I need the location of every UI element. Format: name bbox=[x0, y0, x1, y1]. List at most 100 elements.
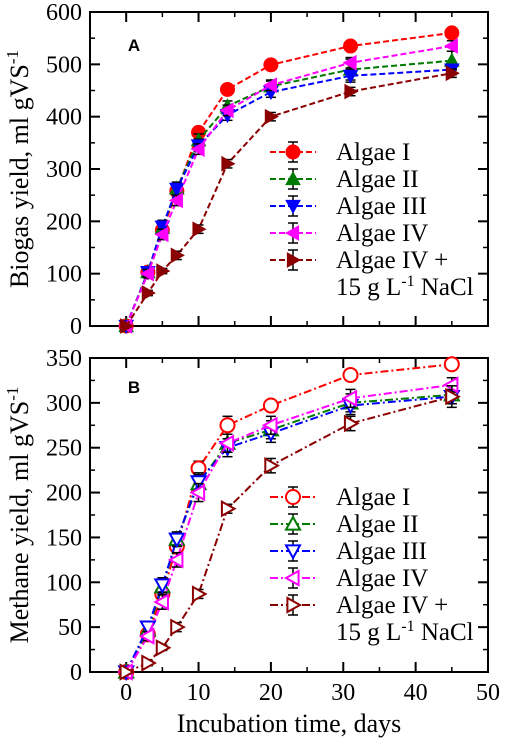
panel-b-y-axis-title-text: Methane yield, ml gVS bbox=[5, 401, 34, 644]
panel-b-data-point bbox=[343, 414, 360, 433]
panel-b-series-line bbox=[125, 395, 453, 673]
panel-a-data-point bbox=[139, 265, 154, 282]
panel-b-y-axis-title-superscript: -1 bbox=[3, 387, 22, 401]
panel-a-data-point bbox=[190, 141, 205, 157]
panel-b-series-line bbox=[125, 363, 452, 673]
panel-b-data-point bbox=[189, 475, 208, 491]
panel-b-data-point bbox=[138, 627, 155, 645]
panel-b-data-point bbox=[191, 585, 208, 603]
panel-b-legend-label: Algae IV bbox=[336, 565, 428, 592]
panel-a-legend-item-5: Algae IV +15 g L-1 NaCl bbox=[270, 247, 474, 301]
panel-a-data-point bbox=[156, 263, 171, 279]
panel-b-legend-item-5: Algae IV +15 g L-1 NaCl bbox=[270, 592, 474, 646]
panel-b-legend-item-2: Algae II bbox=[270, 511, 419, 538]
panel-b-data-point bbox=[445, 387, 461, 406]
panel-b-series-line bbox=[125, 393, 452, 673]
panel-a-legend-marker bbox=[286, 252, 302, 268]
panel-b-series-5 bbox=[119, 385, 461, 681]
panel-a-legend-item-4: Algae IV bbox=[270, 220, 428, 247]
panel-b-legend-marker bbox=[283, 569, 300, 587]
panel-a-data-point bbox=[344, 83, 359, 100]
panel-a-data-point bbox=[263, 57, 279, 73]
panel-a-legend-label-line2-text: 15 g L bbox=[336, 274, 401, 301]
panel-b-legend-label: Algae IV + bbox=[336, 592, 448, 619]
panel-a-legend-item-3: Algae III bbox=[270, 193, 427, 220]
panel-a-legend-label-line2-superscript: -1 bbox=[401, 273, 414, 290]
panel-a-data-point bbox=[342, 69, 359, 84]
panel-b-data-point bbox=[119, 663, 136, 681]
panel-b-legend-label-line2-superscript: -1 bbox=[401, 618, 414, 635]
panel-b-data-point bbox=[341, 389, 358, 408]
panel-a-data-point bbox=[120, 318, 135, 334]
panel-b-y-axis-title: Methane yield, ml gVS-1 bbox=[3, 387, 34, 644]
panel-b-legend-label-line2: 15 g L-1 NaCl bbox=[336, 618, 474, 646]
panel-a-data-point bbox=[219, 102, 234, 119]
panel-b-data-point bbox=[219, 417, 236, 434]
panel-a-data-point bbox=[443, 38, 458, 54]
panel-b-data-point bbox=[189, 483, 206, 502]
panel-b-data-point bbox=[220, 500, 237, 518]
panel-a-legend-item-2: Algae II bbox=[270, 166, 419, 193]
panel-b-data-point bbox=[443, 356, 460, 373]
panel-a-data-point bbox=[154, 226, 169, 243]
panel-b: 0 50 100 150 200 250 300 350 0 10 20 30 40 50 Methane … bbox=[3, 346, 500, 738]
panel-b-y-tick-label: 50 bbox=[58, 615, 82, 641]
panel-a-y-axis-title-text: Biogas yield, ml gVS bbox=[5, 64, 34, 288]
panel-b-data-point bbox=[342, 367, 359, 384]
panel-a-y-tick-label: 200 bbox=[46, 209, 82, 235]
panel-b-data-point bbox=[264, 456, 280, 475]
panel-a-y-tick-label: 400 bbox=[46, 105, 82, 131]
panel-a-data-point bbox=[262, 77, 278, 94]
panel-b-legend-label-line2-text: 15 g L bbox=[336, 619, 401, 646]
panel-b-data-point bbox=[153, 593, 169, 611]
panel-a-y-tick-label: 300 bbox=[46, 157, 82, 183]
panel-a-y-tick-label: 100 bbox=[46, 262, 82, 288]
panel-b-data-point bbox=[153, 578, 172, 595]
panel-a-legend-label: Algae III bbox=[336, 193, 427, 220]
panel-b-x-tick-label: 20 bbox=[259, 680, 283, 706]
panel-b-data-point bbox=[218, 434, 235, 452]
panel-a-series-5 bbox=[120, 65, 460, 334]
panel-b-data-point bbox=[262, 397, 279, 414]
panel-b-x-tick-label: 30 bbox=[331, 680, 355, 706]
panel-a-data-point bbox=[342, 54, 357, 71]
panel-b-legend-marker bbox=[284, 544, 302, 561]
panel-b-data-point bbox=[167, 551, 184, 569]
panel-b-x-tick-label: 40 bbox=[404, 680, 428, 706]
panel-a-legend-label: Algae IV bbox=[336, 220, 428, 247]
panel-b-legend-label-line2-tail: NaCl bbox=[415, 619, 474, 646]
panel-a: 0 100 200 300 400 500 600 Biogas yield, ml gVS -… bbox=[3, 0, 489, 340]
panel-a-legend-label-line2-tail: NaCl bbox=[415, 274, 474, 301]
panel-b-legend-label: Algae I bbox=[336, 484, 410, 511]
panel-b-data-point bbox=[141, 654, 157, 672]
panel-b-x-tick-label: 10 bbox=[187, 680, 211, 706]
panel-a-panel-letter: A bbox=[128, 36, 140, 55]
panel-b-legend-item-4: Algae IV bbox=[270, 565, 428, 592]
panel-a-data-point bbox=[192, 221, 207, 238]
panel-a-y-tick-label: 500 bbox=[46, 52, 82, 78]
panel-b-y-tick-label: 250 bbox=[46, 436, 82, 462]
panel-b-data-point bbox=[155, 639, 172, 657]
panel-a-legend-marker bbox=[285, 199, 301, 215]
panel-a-data-point bbox=[221, 155, 236, 172]
panel-b-legend-item-1: Algae I bbox=[270, 484, 410, 511]
panel-b-legend-marker bbox=[286, 596, 303, 614]
panel-b-y-tick-label: 200 bbox=[46, 481, 82, 507]
panel-b-data-point bbox=[170, 618, 186, 636]
panel-b-y-tick-label: 300 bbox=[46, 391, 82, 417]
panel-a-y-tick-label: 0 bbox=[70, 314, 82, 340]
panel-a-legend-item-1: Algae I bbox=[270, 139, 410, 166]
panel-a-data-point bbox=[170, 247, 185, 264]
panel-a-legend-label-line2: 15 g L-1 NaCl bbox=[336, 273, 474, 301]
panel-b-legend-marker bbox=[284, 514, 302, 531]
panel-a-y-tick-label: 600 bbox=[46, 0, 82, 26]
panel-b-legend-marker bbox=[285, 489, 301, 505]
panel-b-x-tick-label: 0 bbox=[120, 680, 132, 706]
panel-b-y-tick-label: 100 bbox=[46, 570, 82, 596]
panel-a-data-point bbox=[219, 81, 235, 97]
panel-b-y-tick-label: 0 bbox=[70, 660, 82, 686]
panel-a-legend-marker bbox=[285, 144, 301, 160]
